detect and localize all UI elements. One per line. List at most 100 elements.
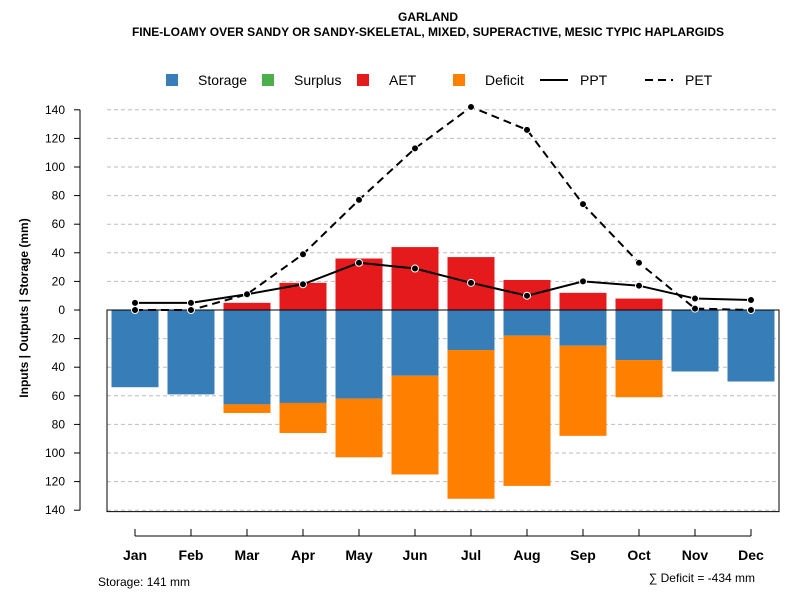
y-tick-label: 140	[45, 103, 65, 117]
legend-swatch-storage	[166, 74, 178, 86]
y-axis: 140 120 100 80 60 40 20 0 20 40 60 80 100 120 140	[45, 103, 81, 517]
y-axis-title: Inputs | Outputs | Storage (mm)	[17, 218, 31, 397]
plot-frame	[106, 309, 780, 513]
ppt-point-may	[355, 258, 363, 267]
storage-bar-feb	[167, 310, 215, 395]
legend-label-storage: Storage	[198, 72, 247, 88]
y-tick-label: 60	[52, 217, 66, 231]
ppt-point-apr	[299, 280, 307, 289]
x-tick-label-may: May	[345, 547, 372, 563]
y-tick-label: 100	[45, 160, 65, 174]
deficit-bar-may	[335, 398, 383, 458]
y-tick-label: 40	[52, 360, 66, 374]
storage-bar-mar	[223, 310, 271, 405]
pet-point-nov	[691, 304, 699, 313]
storage-bar-aug	[503, 310, 551, 336]
aet-bar-mar	[223, 302, 271, 310]
aet-bar-sep	[559, 292, 607, 310]
pet-point-feb	[187, 306, 195, 314]
deficit-bar-oct	[615, 360, 663, 398]
storage-bar-may	[335, 310, 383, 399]
deficit-bar-apr	[279, 402, 327, 433]
x-tick-label-jun: Jun	[403, 547, 428, 563]
deficit-bar-jul	[447, 350, 495, 499]
y-tick-label: 140	[45, 503, 65, 517]
y-tick-label: 120	[45, 475, 65, 489]
storage-bar-oct	[615, 310, 663, 361]
deficit-total-label: ∑ Deficit = -434 mm	[649, 571, 755, 585]
deficit-bar-mar	[223, 404, 271, 413]
y-tick-label: 120	[45, 131, 65, 145]
x-tick-label-nov: Nov	[682, 547, 709, 563]
legend-label-deficit: Deficit	[485, 72, 524, 88]
pet-point-apr	[299, 250, 307, 259]
y-tick-label: 20	[52, 332, 66, 346]
storage-bar-jun	[391, 310, 439, 376]
legend-label-pet: PET	[685, 72, 713, 88]
legend-swatch-deficit	[453, 74, 465, 86]
bar-series	[111, 247, 775, 499]
storage-total-label: Storage: 141 mm	[98, 575, 190, 589]
chart-legend: Storage Surplus AET Deficit PPT PET	[166, 72, 713, 88]
ppt-point-dec	[747, 295, 755, 304]
ppt-point-jan	[131, 298, 139, 307]
chart-subtitle: FINE-LOAMY OVER SANDY OR SANDY-SKELETAL,…	[132, 25, 724, 39]
aet-bar-jun	[391, 247, 439, 310]
pet-point-aug	[523, 125, 531, 134]
storage-bar-apr	[279, 310, 327, 403]
pet-point-sep	[579, 200, 587, 209]
pet-point-may	[355, 195, 363, 204]
x-tick-label-sep: Sep	[570, 547, 596, 563]
legend-label-aet: AET	[389, 72, 417, 88]
ppt-line	[135, 261, 752, 304]
x-tick-label-oct: Oct	[627, 547, 651, 563]
pet-line	[135, 105, 752, 311]
legend-swatch-aet	[357, 74, 369, 86]
storage-bar-jan	[111, 310, 159, 388]
aet-bar-may	[335, 258, 383, 310]
pet-point-jun	[411, 144, 419, 153]
y-tick-label: 80	[52, 189, 66, 203]
ppt-point-jun	[411, 264, 419, 273]
pet-point-dec	[747, 306, 755, 314]
deficit-bar-aug	[503, 335, 551, 486]
x-tick-label-feb: Feb	[179, 547, 204, 563]
ppt-point-sep	[579, 277, 587, 286]
y-tick-label: 60	[52, 389, 66, 403]
pet-point-jul	[467, 102, 475, 111]
ppt-point-jul	[467, 278, 475, 287]
legend-swatch-surplus	[262, 74, 274, 86]
legend-label-surplus: Surplus	[294, 72, 341, 88]
pet-point-oct	[635, 258, 643, 267]
y-tick-label: 80	[52, 417, 66, 431]
pet-point-jan	[131, 306, 139, 314]
deficit-bar-jun	[391, 375, 439, 475]
ppt-point-nov	[691, 294, 699, 303]
y-tick-label: 100	[45, 446, 65, 460]
x-axis: Jan Feb Mar Apr May Jun Jul Aug Sep Oct Nov Dec	[123, 529, 764, 563]
deficit-bar-sep	[559, 345, 607, 436]
chart-title: GARLAND	[398, 10, 458, 24]
x-tick-label-dec: Dec	[738, 547, 764, 563]
aet-bar-oct	[615, 298, 663, 310]
y-tick-label: 20	[52, 274, 66, 288]
storage-bar-nov	[671, 310, 719, 372]
grid-lines	[107, 109, 779, 511]
y-tick-label: 40	[52, 246, 66, 260]
pet-point-mar	[243, 290, 251, 299]
y-tick-label: 0	[58, 303, 65, 317]
ppt-point-feb	[187, 298, 195, 307]
storage-bar-jul	[447, 310, 495, 351]
legend-label-ppt: PPT	[580, 72, 608, 88]
ppt-point-aug	[523, 291, 531, 300]
ppt-point-oct	[635, 281, 643, 290]
storage-bar-sep	[559, 310, 607, 346]
x-tick-label-aug: Aug	[513, 547, 540, 563]
storage-bar-dec	[727, 310, 775, 382]
x-tick-label-apr: Apr	[291, 547, 316, 563]
line-series	[131, 102, 755, 314]
x-tick-label-jan: Jan	[123, 547, 147, 563]
x-tick-label-jul: Jul	[461, 547, 481, 563]
x-tick-label-mar: Mar	[235, 547, 260, 563]
